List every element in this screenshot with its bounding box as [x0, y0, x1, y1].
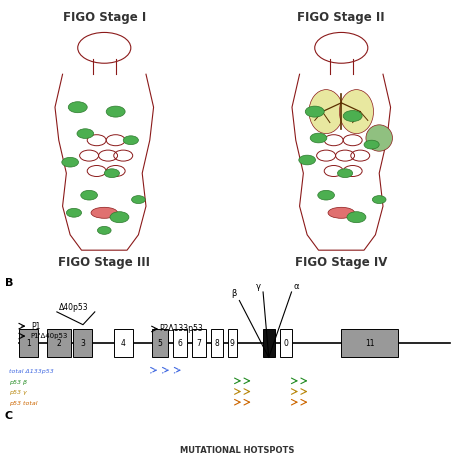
Circle shape: [123, 136, 138, 145]
Circle shape: [310, 133, 327, 143]
Circle shape: [106, 106, 125, 117]
Text: B: B: [5, 278, 13, 288]
Text: P2Δ133p53: P2Δ133p53: [159, 325, 202, 333]
Text: p53 total: p53 total: [9, 401, 38, 406]
Text: 11: 11: [365, 339, 374, 347]
Circle shape: [132, 196, 145, 203]
FancyBboxPatch shape: [73, 329, 92, 357]
Circle shape: [77, 129, 94, 138]
Circle shape: [364, 140, 379, 149]
Text: p53 γ: p53 γ: [9, 391, 27, 395]
Text: 1: 1: [26, 339, 31, 347]
Text: FIGO Stage II: FIGO Stage II: [298, 11, 385, 24]
Circle shape: [104, 169, 119, 178]
FancyBboxPatch shape: [152, 329, 168, 357]
Text: 0: 0: [283, 339, 288, 347]
Circle shape: [98, 227, 111, 234]
Text: 4: 4: [121, 339, 126, 347]
FancyBboxPatch shape: [211, 329, 223, 357]
FancyBboxPatch shape: [263, 329, 275, 357]
Text: 3: 3: [81, 339, 85, 347]
Ellipse shape: [339, 90, 374, 134]
Ellipse shape: [328, 207, 355, 219]
Text: p53 β: p53 β: [9, 380, 27, 385]
Text: total Δ133p53: total Δ133p53: [9, 369, 54, 374]
Circle shape: [110, 212, 129, 223]
FancyBboxPatch shape: [280, 329, 292, 357]
Circle shape: [347, 212, 366, 223]
FancyBboxPatch shape: [19, 329, 38, 357]
FancyBboxPatch shape: [192, 329, 206, 357]
Ellipse shape: [91, 207, 118, 219]
Circle shape: [62, 157, 79, 167]
Text: FIGO Stage III: FIGO Stage III: [58, 256, 150, 269]
FancyBboxPatch shape: [114, 329, 133, 357]
FancyBboxPatch shape: [228, 329, 237, 357]
Text: 8: 8: [214, 339, 219, 347]
Circle shape: [305, 106, 324, 117]
Text: 6: 6: [178, 339, 182, 347]
Ellipse shape: [366, 125, 392, 151]
Text: C: C: [5, 411, 13, 421]
FancyBboxPatch shape: [173, 329, 187, 357]
Text: α: α: [294, 282, 300, 291]
Ellipse shape: [309, 90, 343, 134]
Text: γ: γ: [255, 282, 261, 291]
Circle shape: [343, 110, 362, 121]
Circle shape: [373, 196, 386, 203]
Circle shape: [299, 155, 316, 165]
Circle shape: [66, 209, 82, 217]
Circle shape: [337, 169, 353, 178]
Text: MUTATIONAL HOTSPOTS: MUTATIONAL HOTSPOTS: [180, 447, 294, 455]
Text: 2: 2: [57, 339, 62, 347]
Circle shape: [68, 102, 87, 113]
Circle shape: [318, 191, 335, 200]
Text: 5: 5: [157, 339, 163, 347]
Text: β: β: [232, 289, 237, 298]
Text: Δ40p53: Δ40p53: [59, 303, 88, 312]
Text: 7: 7: [197, 339, 201, 347]
Text: P1'Δ40p53: P1'Δ40p53: [31, 333, 68, 339]
Text: 9: 9: [230, 339, 235, 347]
Text: FIGO Stage I: FIGO Stage I: [63, 11, 146, 24]
Circle shape: [81, 191, 98, 200]
FancyBboxPatch shape: [47, 329, 71, 357]
Text: FIGO Stage IV: FIGO Stage IV: [295, 256, 387, 269]
FancyBboxPatch shape: [341, 329, 398, 357]
Text: P1: P1: [31, 322, 40, 330]
